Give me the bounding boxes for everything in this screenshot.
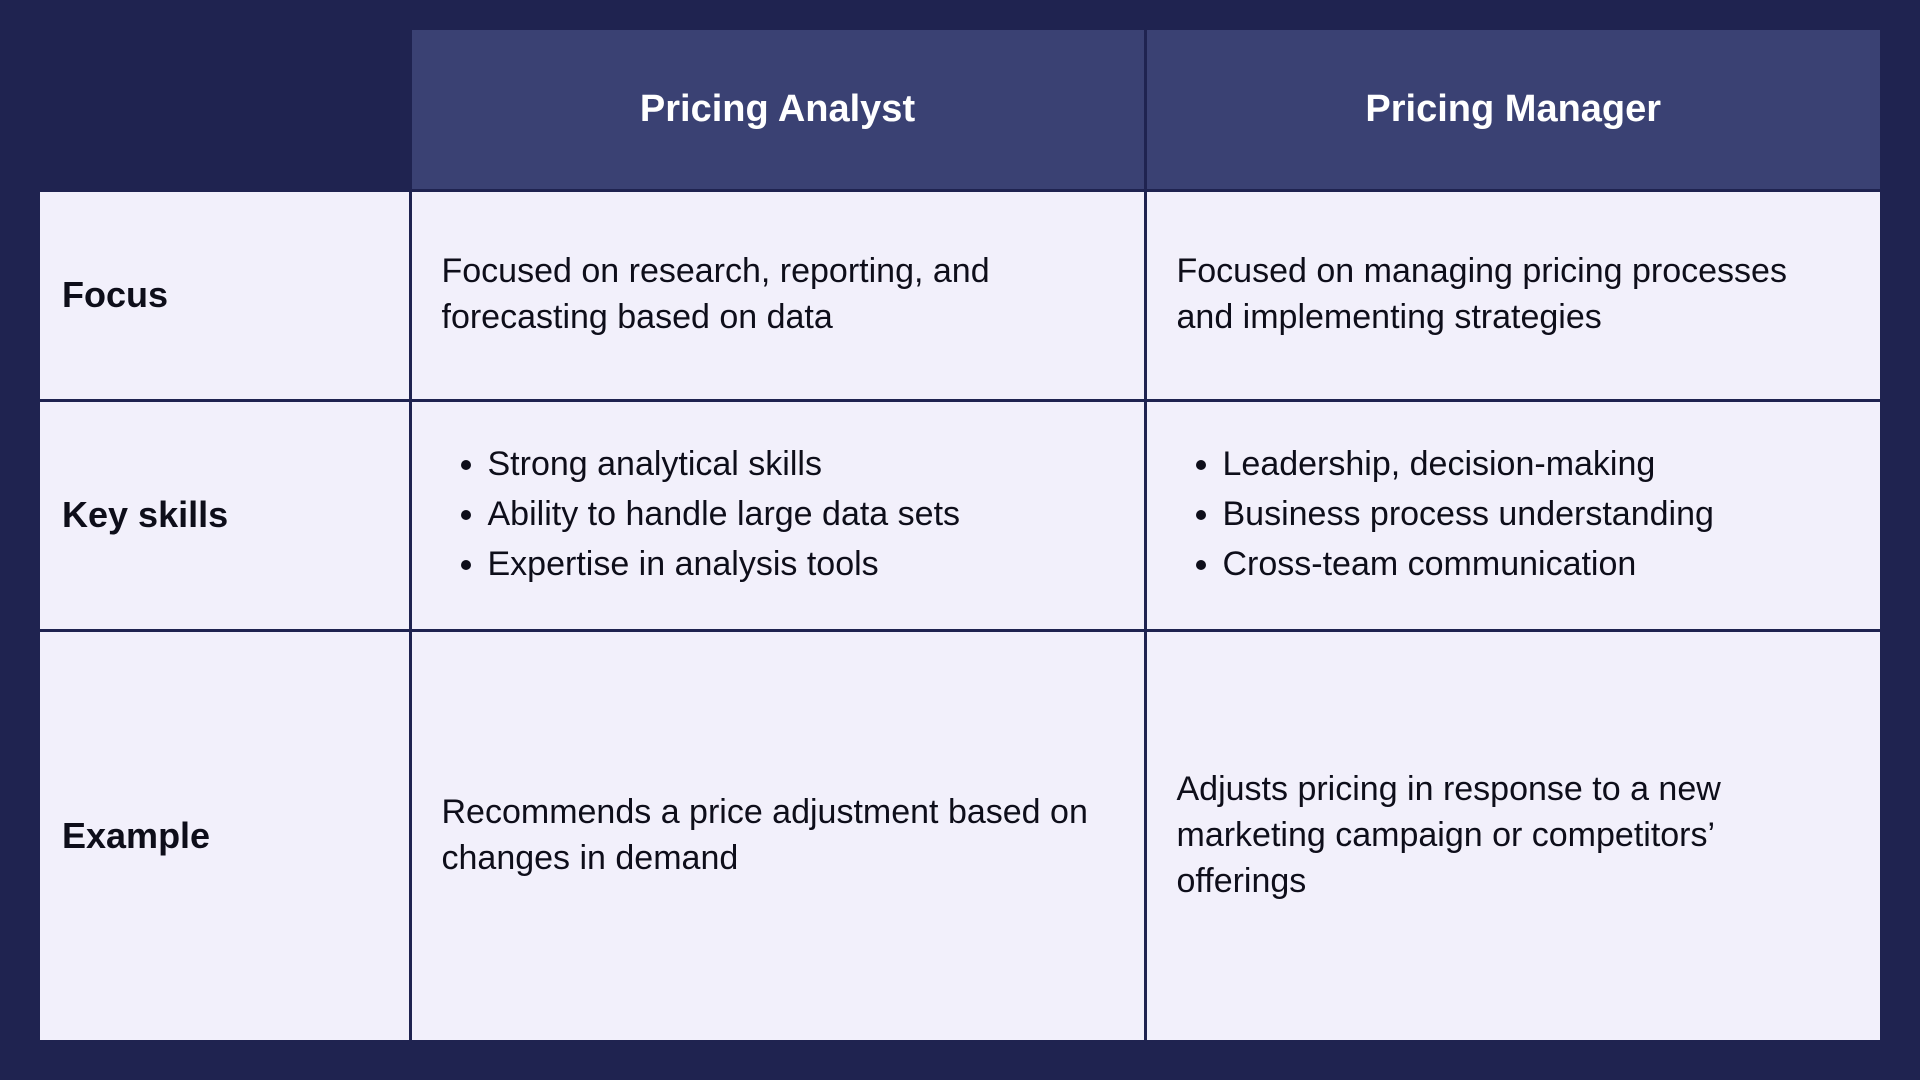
- cell-focus-analyst: Focused on research, reporting, and fore…: [410, 190, 1145, 400]
- list-item: Expertise in analysis tools: [488, 542, 1114, 588]
- table-row: Example Recommends a price adjustment ba…: [40, 630, 1880, 1040]
- list-item: Ability to handle large data sets: [488, 492, 1114, 538]
- table-row: Key skills Strong analytical skills Abil…: [40, 400, 1880, 630]
- list-item: Cross-team communication: [1223, 542, 1851, 588]
- comparison-table: Pricing Analyst Pricing Manager Focus Fo…: [40, 30, 1880, 1040]
- skills-list-manager: Leadership, decision-making Business pro…: [1177, 442, 1851, 588]
- column-header-manager: Pricing Manager: [1145, 30, 1880, 190]
- row-label-focus: Focus: [40, 190, 410, 400]
- table-header-row: Pricing Analyst Pricing Manager: [40, 30, 1880, 190]
- list-item: Business process understanding: [1223, 492, 1851, 538]
- skills-list-analyst: Strong analytical skills Ability to hand…: [442, 442, 1114, 588]
- table-row: Focus Focused on research, reporting, an…: [40, 190, 1880, 400]
- column-header-analyst: Pricing Analyst: [410, 30, 1145, 190]
- cell-example-manager: Adjusts pricing in response to a new mar…: [1145, 630, 1880, 1040]
- list-item: Strong analytical skills: [488, 442, 1114, 488]
- cell-example-analyst: Recommends a price adjustment based on c…: [410, 630, 1145, 1040]
- header-empty-corner: [40, 30, 410, 190]
- row-label-example: Example: [40, 630, 410, 1040]
- row-label-skills: Key skills: [40, 400, 410, 630]
- list-item: Leadership, decision-making: [1223, 442, 1851, 488]
- cell-skills-manager: Leadership, decision-making Business pro…: [1145, 400, 1880, 630]
- cell-skills-analyst: Strong analytical skills Ability to hand…: [410, 400, 1145, 630]
- cell-focus-manager: Focused on managing pricing processes an…: [1145, 190, 1880, 400]
